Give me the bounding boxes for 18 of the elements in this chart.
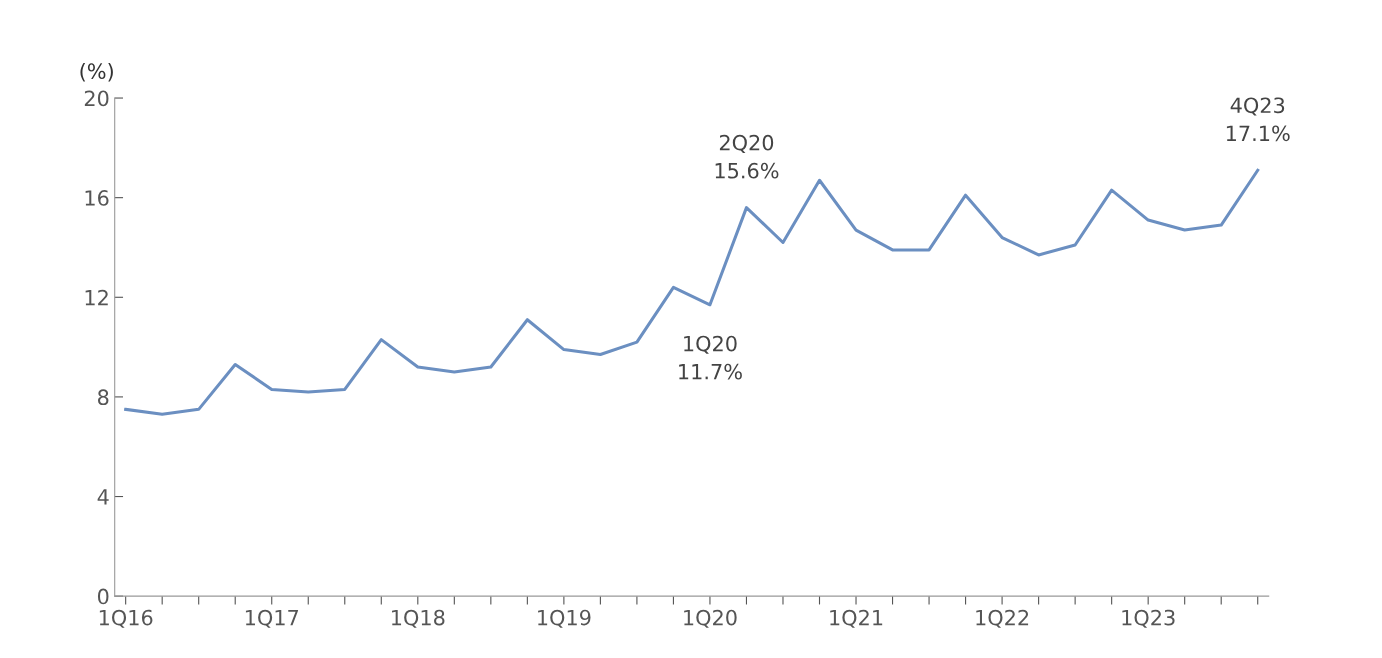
y-tick-label: 0 bbox=[97, 588, 109, 605]
annotation: 1Q20 11.7% bbox=[679, 335, 742, 380]
y-axis-title: (%) bbox=[80, 62, 113, 82]
y-tick-label: 8 bbox=[98, 389, 109, 406]
x-tick-label: 1Q20 bbox=[684, 609, 737, 628]
x-tick-label: 1Q23 bbox=[1122, 609, 1175, 628]
x-tick-label: 1Q17 bbox=[245, 609, 299, 628]
y-tick-label: 12 bbox=[85, 289, 108, 306]
y-tick-label: 4 bbox=[97, 489, 109, 505]
annotation: 4Q23 17.1% bbox=[1226, 97, 1290, 142]
annotation: 2Q20 15.6% bbox=[715, 134, 779, 179]
y-tick-label: 20 bbox=[84, 90, 109, 107]
x-tick-label: 1Q21 bbox=[830, 609, 883, 628]
x-tick-label: 1Q22 bbox=[976, 609, 1029, 628]
x-tick-label: 1Q19 bbox=[538, 609, 591, 628]
x-tick-label: 1Q18 bbox=[392, 609, 445, 628]
x-tick-label: 1Q16 bbox=[99, 609, 153, 628]
y-tick-label: 16 bbox=[85, 190, 109, 206]
